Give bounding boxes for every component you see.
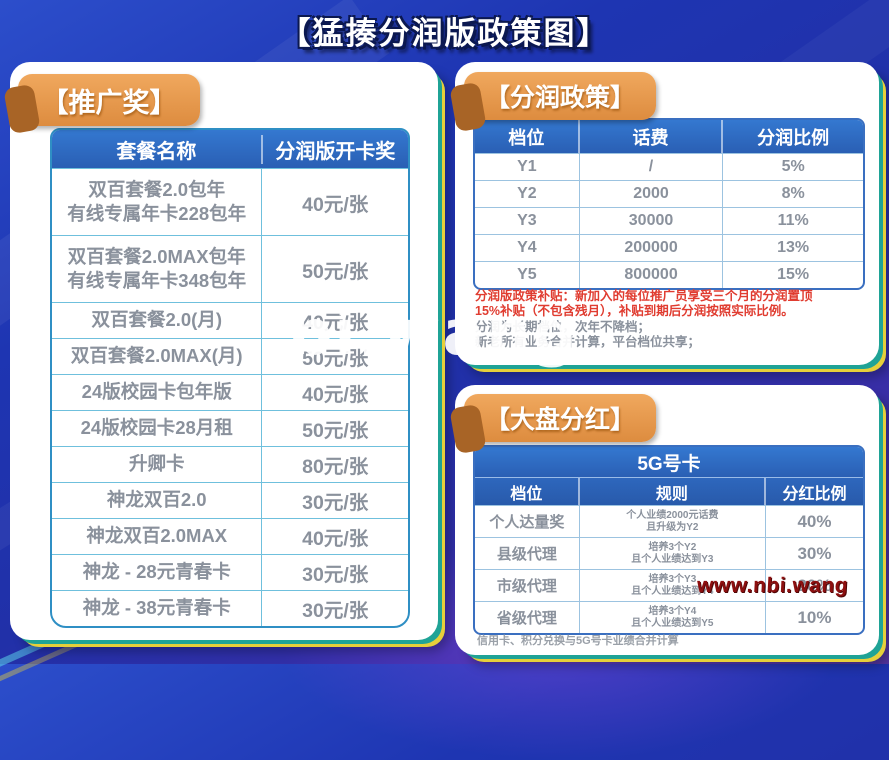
- column-header: 套餐名称: [52, 134, 263, 164]
- column-header: 分润版开卡奖: [275, 140, 396, 163]
- fee: 200000: [580, 235, 724, 261]
- tier: 个人达量奖: [475, 506, 580, 537]
- promo-table: 套餐名称 分润版开卡奖 双百套餐2.0包年 有线专属年卡228包年 40元/张 双…: [50, 128, 410, 628]
- dividend-table-header: 档位 规则 分红比例: [475, 478, 863, 505]
- plan-reward: 40元/张: [302, 312, 369, 334]
- dividend-footnote: 信用卡、积分兑换与5G号卡业绩合并计算: [477, 635, 679, 647]
- ratio: 30%: [797, 543, 832, 563]
- ratio: 15%: [777, 266, 810, 283]
- note-line: 分润版政策补贴：新加入的每位推广员享受三个月的分润置顶: [475, 289, 813, 303]
- ratio: 10%: [797, 607, 832, 627]
- promo-panel: 套餐名称 分润版开卡奖 双百套餐2.0包年 有线专属年卡228包年 40元/张 双…: [10, 62, 438, 640]
- column-header: 分润比例: [757, 127, 830, 148]
- table-row: 省级代理 培养3个Y4 且个人业绩达到Y5 10%: [475, 601, 863, 633]
- watermark-corner: www.nbi.wang: [696, 574, 849, 597]
- plan-reward: 30元/张: [302, 492, 369, 514]
- table-row: 双百套餐2.0MAX(月) 50元/张: [52, 338, 408, 374]
- plan-reward: 50元/张: [302, 348, 369, 370]
- plan-reward: 30元/张: [302, 564, 369, 586]
- fee: 800000: [580, 262, 724, 288]
- column-header: 规则: [580, 478, 766, 505]
- profit-badge: 【分润政策】: [464, 72, 656, 120]
- table-row: 个人达量奖 个人业绩2000元话费 且升级为Y2 40%: [475, 505, 863, 537]
- tier: 市级代理: [475, 570, 580, 601]
- column-header: 档位: [475, 478, 580, 505]
- rule: 培养3个Y3 且个人业绩达到Y4: [580, 570, 766, 601]
- table-row: 神龙 - 38元青春卡 30元/张: [52, 590, 408, 626]
- table-row: Y4 200000 13%: [475, 234, 863, 261]
- rule: 培养3个Y4 且个人业绩达到Y5: [580, 602, 766, 633]
- table-row: 双百套餐2.0(月) 40元/张: [52, 302, 408, 338]
- promo-table-header: 套餐名称 分润版开卡奖: [52, 130, 408, 168]
- plan-name: 神龙 - 38元青春卡: [52, 591, 263, 626]
- table-row: Y5 800000 15%: [475, 261, 863, 288]
- rule: 培养3个Y2 且个人业绩达到Y3: [580, 538, 766, 569]
- dividend-badge: 【大盘分红】: [464, 394, 656, 442]
- table-row: 24版校园卡包年版 40元/张: [52, 374, 408, 410]
- column-header: 档位: [475, 120, 580, 153]
- plan-name: 24版校园卡包年版: [52, 375, 263, 410]
- column-header: 分红比例: [782, 485, 847, 503]
- plan-reward: 40元/张: [302, 193, 369, 216]
- tier: Y2: [475, 181, 580, 207]
- plan-reward: 40元/张: [302, 384, 369, 406]
- tier: Y1: [475, 154, 580, 180]
- tier: 省级代理: [475, 602, 580, 633]
- ratio: 5%: [781, 158, 805, 175]
- table-row: 升卿卡 80元/张: [52, 446, 408, 482]
- tier: Y5: [475, 262, 580, 288]
- tier: 县级代理: [475, 538, 580, 569]
- ratio: 20%: [797, 575, 832, 595]
- table-row: Y2 2000 8%: [475, 180, 863, 207]
- plan-name: 升卿卡: [52, 447, 263, 482]
- table-row: 市级代理 培养3个Y3 且个人业绩达到Y4 20%: [475, 569, 863, 601]
- table-row: Y1 / 5%: [475, 153, 863, 180]
- plan-name: 神龙 - 28元青春卡: [52, 555, 263, 590]
- fee: /: [580, 154, 724, 180]
- promo-badge: 【推广奖】: [18, 74, 200, 126]
- plan-name: 神龙双百2.0MAX: [52, 519, 263, 554]
- profit-table: 档位 话费 分润比例 Y1 / 5% Y2 2000 8% Y3 30000 1…: [473, 118, 865, 290]
- page-title: 【猛揍分润版政策图】: [279, 16, 610, 51]
- table-row: 神龙 - 28元青春卡 30元/张: [52, 554, 408, 590]
- plan-name: 双百套餐2.0包年 有线专属年卡228包年: [52, 169, 263, 235]
- dividend-table: 5G号卡 档位 规则 分红比例 个人达量奖 个人业绩2000元话费 且升级为Y2 …: [473, 445, 865, 635]
- plan-reward: 40元/张: [302, 528, 369, 550]
- ratio: 8%: [781, 185, 805, 202]
- table-row: 县级代理 培养3个Y2 且个人业绩达到Y3 30%: [475, 537, 863, 569]
- watermark-center: bi.wang: [288, 296, 579, 369]
- rule: 个人业绩2000元话费 且升级为Y2: [580, 506, 766, 537]
- fee: 2000: [580, 181, 724, 207]
- plan-reward: 30元/张: [302, 600, 369, 622]
- column-header: 话费: [580, 120, 724, 153]
- ratio: 11%: [777, 212, 809, 229]
- plan-name: 双百套餐2.0(月): [52, 303, 263, 338]
- fee: 30000: [580, 208, 724, 234]
- tier: Y4: [475, 235, 580, 261]
- ratio: 13%: [777, 239, 810, 256]
- table-row: 神龙双百2.0 30元/张: [52, 482, 408, 518]
- profit-notes: 分润版政策补贴：新加入的每位推广员享受三个月的分润置顶 15%补贴（不包含残月）…: [475, 289, 867, 350]
- note-line: 分润为长期档位，次年不降档；: [475, 319, 651, 334]
- table-row: Y3 30000 11%: [475, 207, 863, 234]
- plan-name: 双百套餐2.0MAX(月): [52, 339, 263, 374]
- note-line: 新老所有业务合并计算，平台档位共享；: [475, 334, 701, 349]
- plan-reward: 80元/张: [302, 456, 369, 478]
- plan-name: 神龙双百2.0: [52, 483, 263, 518]
- profit-table-header: 档位 话费 分润比例: [475, 120, 863, 153]
- plan-name: 24版校园卡28月租: [52, 411, 263, 446]
- tier: Y3: [475, 208, 580, 234]
- table-row: 双百套餐2.0MAX包年 有线专属年卡348包年 50元/张: [52, 235, 408, 302]
- plan-reward: 50元/张: [302, 260, 369, 283]
- table-row: 神龙双百2.0MAX 40元/张: [52, 518, 408, 554]
- dividend-table-title: 5G号卡: [475, 447, 863, 478]
- ratio: 40%: [797, 511, 832, 531]
- plan-name: 双百套餐2.0MAX包年 有线专属年卡348包年: [52, 236, 263, 302]
- note-line: 15%补贴（不包含残月），补贴到期后分润按照实际比例。: [475, 304, 794, 319]
- plan-reward: 50元/张: [302, 420, 369, 442]
- table-row: 双百套餐2.0包年 有线专属年卡228包年 40元/张: [52, 168, 408, 235]
- table-row: 24版校园卡28月租 50元/张: [52, 410, 408, 446]
